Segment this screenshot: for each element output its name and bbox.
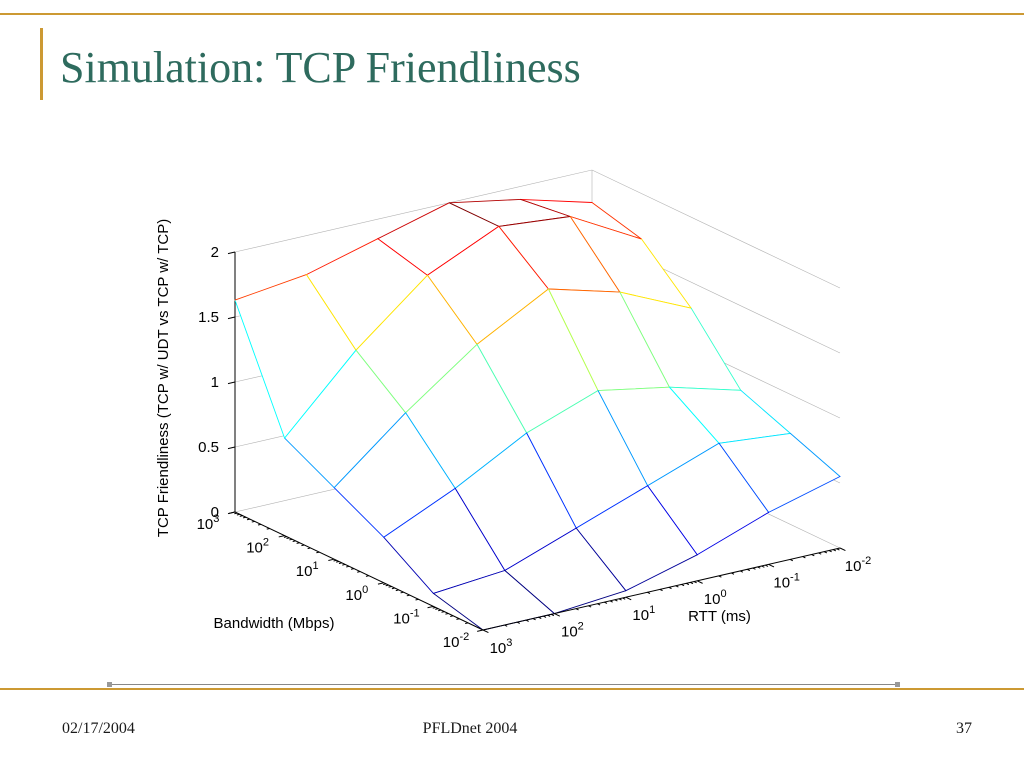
title-accent-line [40,28,43,100]
axes-front [234,511,841,631]
z-tick-label: 1.5 [198,309,219,326]
z-tick-label: 0 [211,504,219,521]
x-axis-label: RTT (ms) [688,608,751,625]
bandwidth-tick-label: 10-2 [443,631,469,651]
z-tick-label: 0.5 [198,439,219,456]
z-tick-label: 1 [211,374,219,391]
slide-title: Simulation: TCP Friendliness [60,43,581,92]
footer-page-number: 37 [956,720,972,737]
rtt-tick-label: 10-2 [845,555,871,575]
rtt-tick-label: 100 [704,588,727,608]
footer-divider-line [107,682,900,687]
footer: 02/17/2004 PFLDnet 2004 37 [0,716,1024,746]
rtt-tick-label: 101 [632,604,655,624]
bandwidth-tick-label: 103 [197,513,220,533]
z-axis-label: TCP Friendliness (TCP w/ UDT vs TCP w/ T… [155,219,172,537]
top-border-line [0,13,1024,15]
tick-labels: 10-210-110010110210310310210110010-110-2… [197,244,872,657]
bandwidth-tick-label: 10-1 [393,607,419,627]
axis-titles: Bandwidth (Mbps) RTT (ms) TCP Friendliness… [155,219,751,632]
axis-tick-marks [227,251,846,634]
footer-date: 02/17/2004 [62,720,135,737]
mesh-surface [234,198,841,631]
bandwidth-tick-label: 102 [246,537,269,557]
rtt-tick-label: 10-1 [773,571,799,591]
rtt-tick-label: 102 [561,621,584,641]
footer-gold-line [0,688,1024,690]
divider-end-square-right [895,682,900,687]
footer-venue: PFLDnet 2004 [422,720,518,737]
z-tick-label: 2 [211,244,219,261]
bandwidth-tick-label: 100 [345,584,368,604]
divider-end-square-left [107,682,112,687]
rtt-tick-label: 103 [490,637,513,657]
bandwidth-tick-label: 101 [296,560,319,580]
y-axis-label: Bandwidth (Mbps) [214,615,335,632]
